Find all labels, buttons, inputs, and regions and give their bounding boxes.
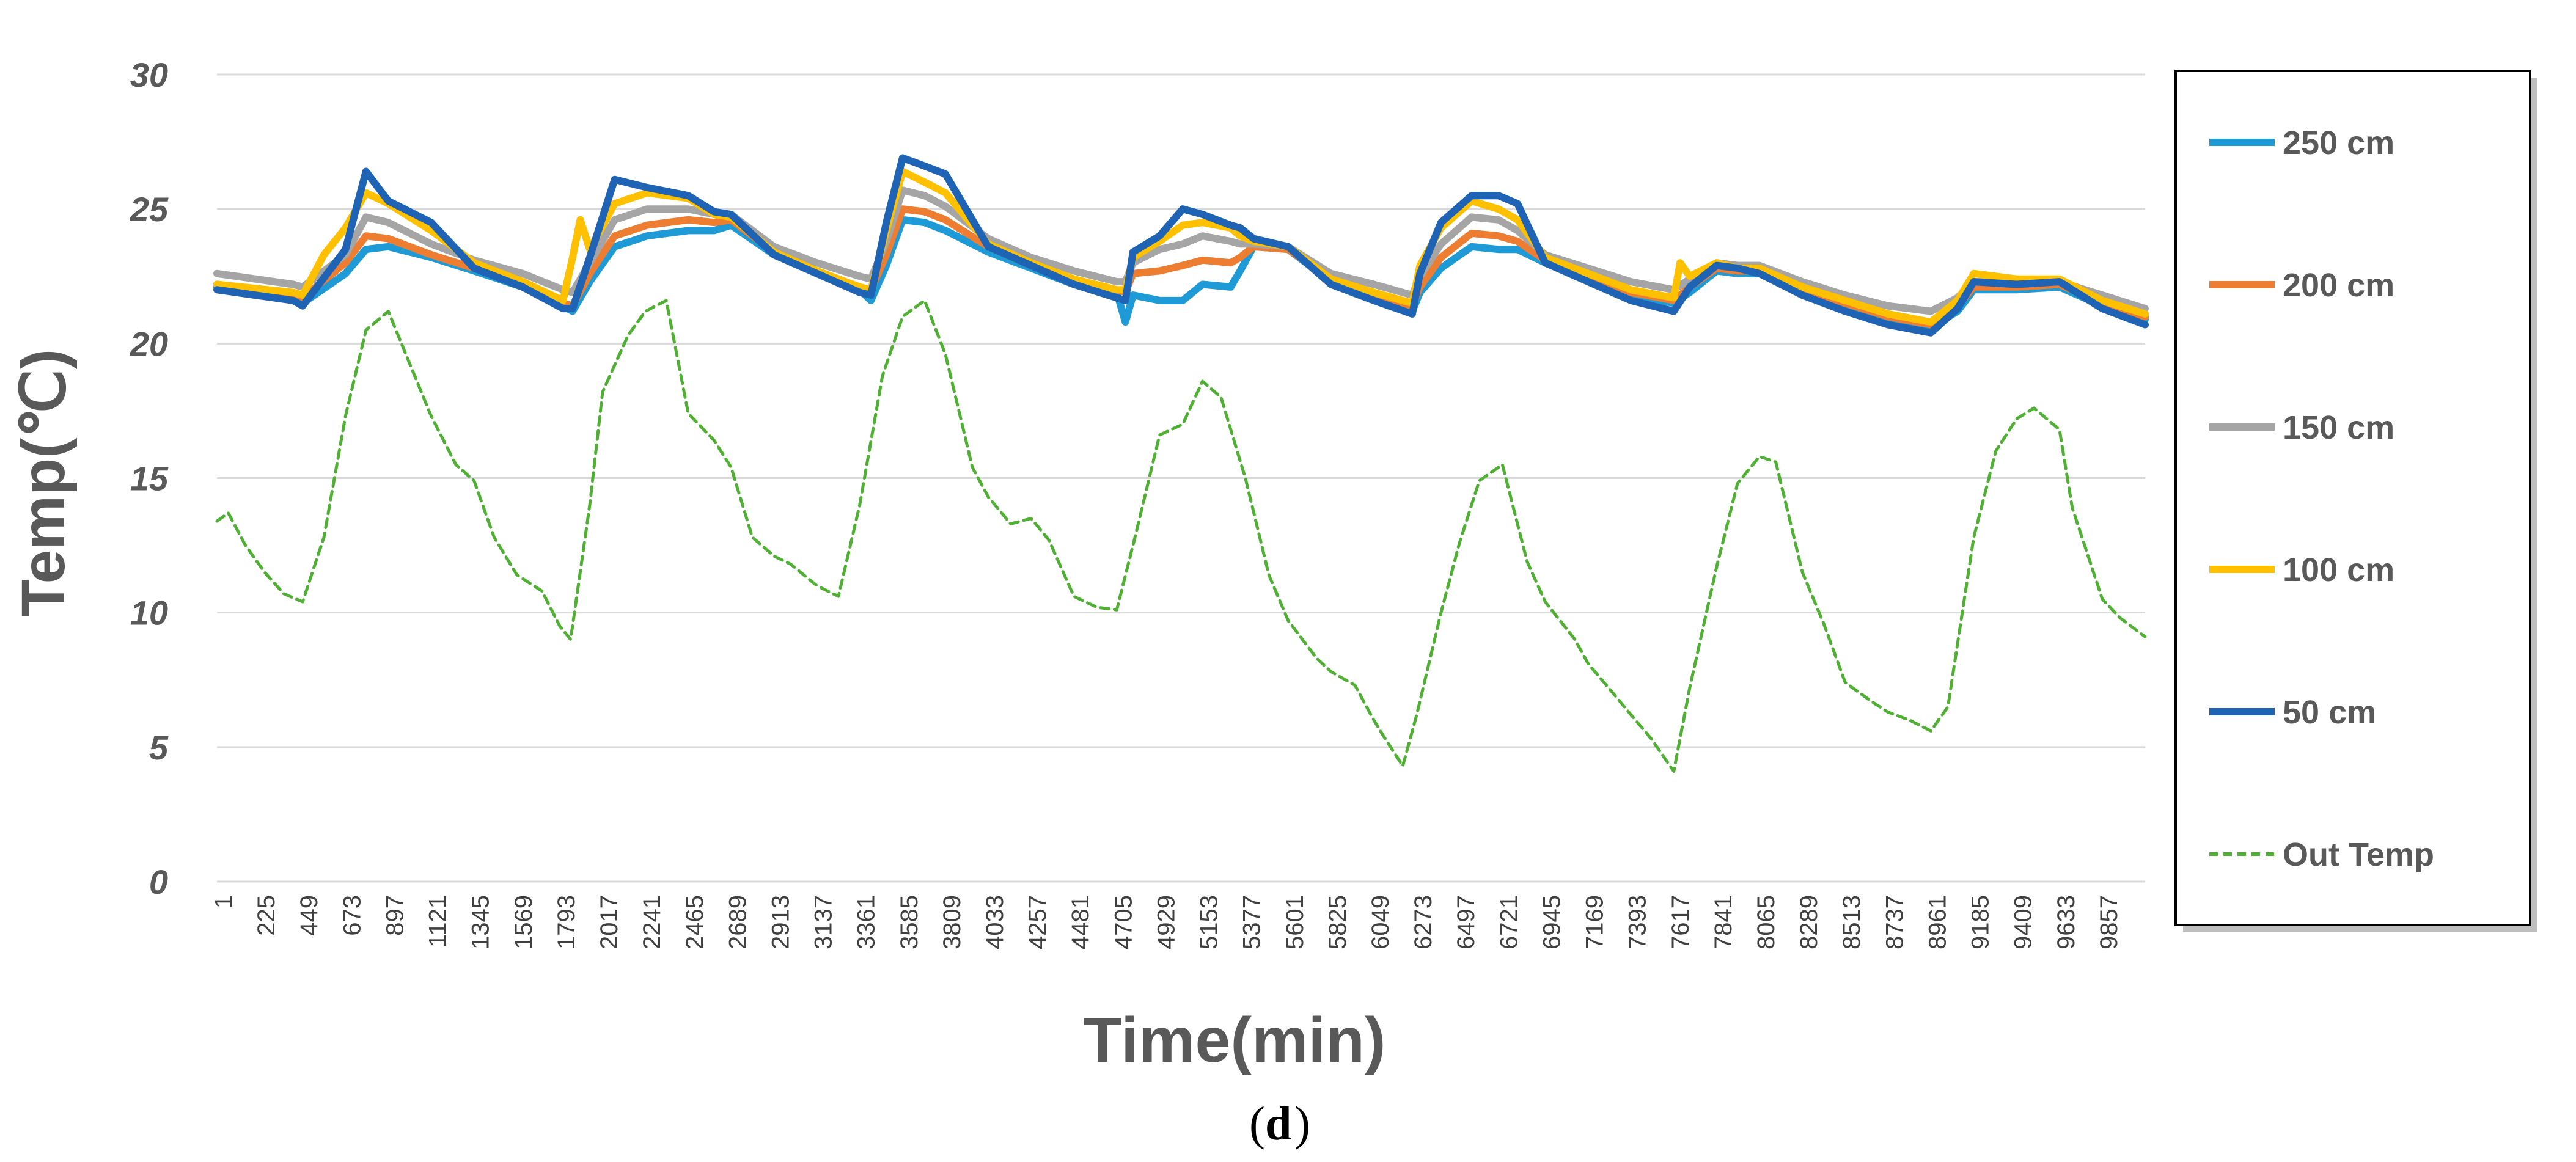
caption-letter: d <box>1265 1097 1291 1150</box>
x-tick-label-42: 9409 <box>2010 895 2037 949</box>
legend-label-250-cm: 250 cm <box>2283 125 2394 161</box>
x-tick-label-8: 1793 <box>553 895 580 949</box>
series-line-50-cm <box>213 154 2149 337</box>
caption-close-paren: ) <box>1294 1097 1310 1150</box>
x-tick-label-12: 2689 <box>724 895 751 949</box>
legend: 250 cm 200 cm 150 cm 100 cm 50 cm Out Temp <box>2174 70 2537 932</box>
x-tick-label-19: 4257 <box>1024 895 1051 949</box>
x-tick-label-11: 2465 <box>681 895 708 949</box>
legend-label-50-cm: 50 cm <box>2283 694 2376 731</box>
x-tick-label-17: 3809 <box>939 895 966 949</box>
x-tick-label-43: 9633 <box>2053 895 2080 949</box>
x-tick-label-34: 7617 <box>1667 895 1694 949</box>
legend-label-100-cm: 100 cm <box>2283 552 2394 588</box>
x-tick-label-0: 1 <box>210 895 237 908</box>
x-tick-label-15: 3361 <box>853 895 880 949</box>
x-tick-label-18: 4033 <box>982 895 1008 949</box>
x-tick-label-16: 3585 <box>896 895 923 949</box>
x-tick-label-28: 6273 <box>1410 895 1437 949</box>
x-tick-label-22: 4929 <box>1153 895 1180 949</box>
legend-box <box>2174 70 2531 926</box>
x-tick-label-40: 8961 <box>1924 895 1951 949</box>
x-tick-label-39: 8737 <box>1881 895 1908 949</box>
legend-label-200-cm: 200 cm <box>2283 267 2394 304</box>
x-tick-label-2: 449 <box>296 895 323 936</box>
x-tick-label-38: 8513 <box>1838 895 1865 949</box>
y-tick-label-2: 10 <box>130 594 168 632</box>
x-tick-label-4: 897 <box>381 895 408 936</box>
x-tick-label-9: 2017 <box>596 895 623 949</box>
x-tick-label-29: 6497 <box>1453 895 1480 949</box>
x-tick-label-7: 1569 <box>510 895 537 949</box>
x-tick-label-3: 673 <box>339 895 365 936</box>
x-axis: 1 225 449 673 897 1121 1345 1569 1793 2017 2241 246… <box>210 895 2123 949</box>
x-tick-label-25: 5601 <box>1282 895 1308 949</box>
x-tick-label-21: 4705 <box>1110 895 1137 949</box>
x-tick-label-31: 6945 <box>1538 895 1565 949</box>
y-axis-title: Temp(℃) <box>9 349 78 616</box>
y-tick-label-6: 30 <box>130 56 168 94</box>
y-tick-label-0: 0 <box>149 863 168 901</box>
x-tick-label-32: 7169 <box>1582 895 1609 949</box>
x-tick-label-36: 8065 <box>1753 895 1780 949</box>
figure-caption: ( d ) <box>1249 1097 1310 1150</box>
y-axis: 0 5 10 15 20 25 30 <box>130 56 169 901</box>
x-axis-title: Time(min) <box>1083 1005 1385 1076</box>
y-tick-label-5: 25 <box>130 190 169 228</box>
x-tick-label-41: 9185 <box>1967 895 1994 949</box>
x-tick-label-5: 1121 <box>425 895 452 948</box>
x-tick-label-10: 2241 <box>639 895 666 949</box>
legend-label-150-cm: 150 cm <box>2283 409 2394 446</box>
series-line-out-temp <box>215 299 2147 773</box>
y-tick-label-1: 5 <box>149 728 169 767</box>
legend-items: 250 cm 200 cm 150 cm 100 cm 50 cm Out Temp <box>2209 125 2434 873</box>
plot-series <box>213 154 2149 773</box>
x-tick-label-27: 6049 <box>1367 895 1394 949</box>
x-tick-label-14: 3137 <box>810 895 837 949</box>
x-tick-label-26: 5825 <box>1324 895 1351 949</box>
y-tick-label-4: 20 <box>130 324 168 363</box>
x-tick-label-35: 7841 <box>1710 895 1737 949</box>
x-tick-label-33: 7393 <box>1624 895 1651 949</box>
caption-open-paren: ( <box>1249 1097 1265 1150</box>
x-tick-label-13: 2913 <box>767 895 794 949</box>
x-tick-label-24: 5377 <box>1239 895 1266 949</box>
x-tick-label-1: 225 <box>253 895 280 936</box>
x-tick-label-44: 9857 <box>2096 895 2123 949</box>
gridlines <box>217 73 2145 883</box>
x-tick-label-30: 6721 <box>1495 895 1522 949</box>
y-tick-label-3: 15 <box>130 459 169 498</box>
x-tick-label-6: 1345 <box>468 895 494 949</box>
x-tick-label-20: 4481 <box>1067 895 1094 949</box>
x-tick-label-37: 8289 <box>1796 895 1822 949</box>
x-tick-label-23: 5153 <box>1196 895 1223 949</box>
legend-label-out-temp: Out Temp <box>2283 836 2434 873</box>
